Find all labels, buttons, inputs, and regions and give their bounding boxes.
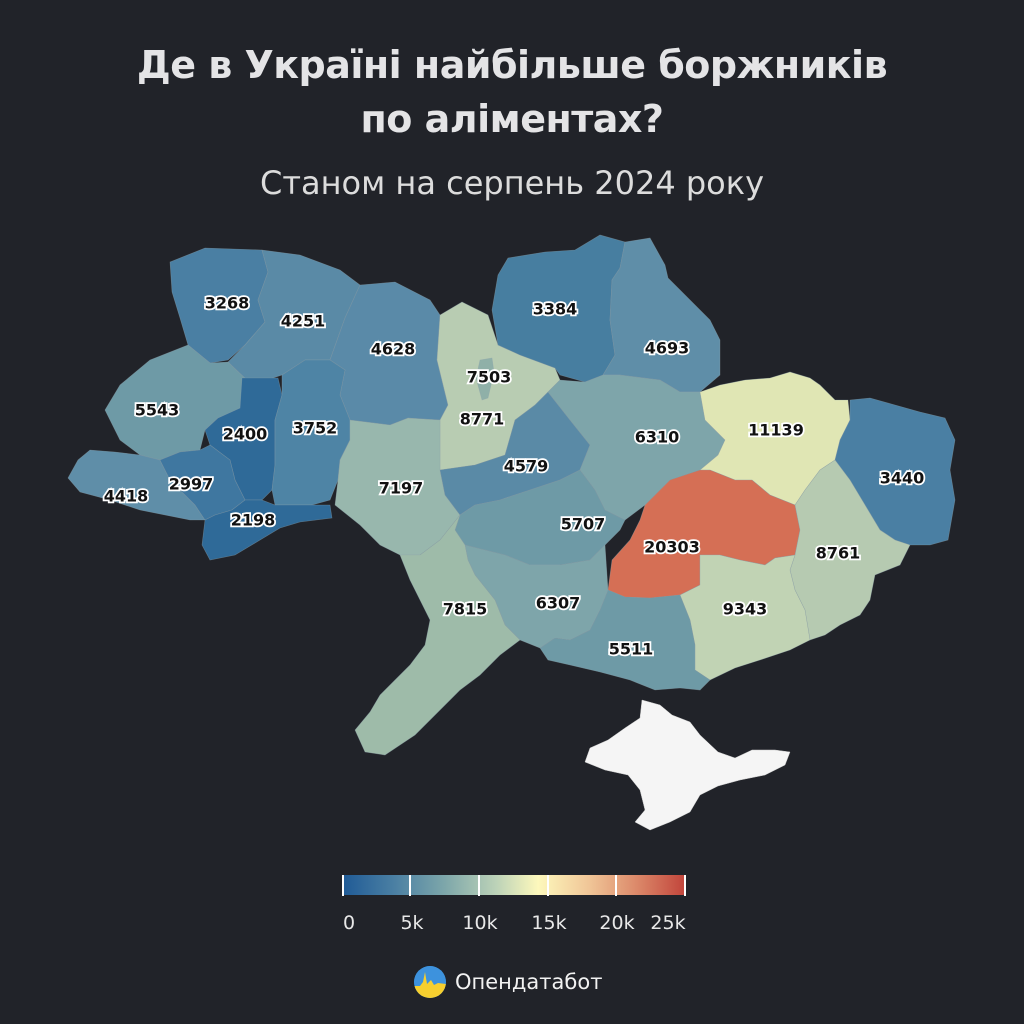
- label-mykolaiv: 6307: [536, 594, 581, 613]
- label-kherson: 5511: [609, 640, 654, 659]
- label-zhytomyr: 4628: [371, 340, 416, 359]
- legend-tick-labels: 0 5k 10k 15k 20k 25k: [330, 912, 700, 938]
- label-odesa: 7815: [443, 600, 488, 619]
- region-kyiv-city[interactable]: [475, 357, 495, 401]
- label-ivano-frankivsk: 2997: [169, 475, 214, 494]
- label-rivne: 4251: [281, 312, 326, 331]
- label-vinnytsia: 7197: [379, 479, 424, 498]
- legend-tick: [684, 875, 686, 896]
- label-zaporizhzhia: 9343: [723, 600, 768, 619]
- chart-title: Де в Україні найбільше боржників по алім…: [0, 38, 1024, 146]
- legend-tick: [342, 875, 344, 896]
- legend-label-0: 0: [342, 912, 356, 934]
- label-zakarpattia: 4418: [104, 487, 149, 506]
- title-line-1: Де в Україні найбільше боржників: [136, 43, 888, 87]
- legend-tick: [615, 875, 617, 896]
- label-sumy: 4693: [645, 339, 690, 358]
- label-khmelnytskyi: 3752: [293, 419, 338, 438]
- color-scale-legend: [342, 875, 686, 896]
- region-chernivtsi[interactable]: [201, 499, 333, 561]
- brand-name: Опендатабот: [455, 970, 603, 994]
- label-lviv: 5543: [135, 401, 180, 420]
- label-dnipropetrovsk: 20303: [644, 538, 700, 557]
- label-kirovohrad: 5707: [561, 515, 606, 534]
- label-ternopil: 2400: [223, 425, 268, 444]
- legend-tick: [547, 875, 549, 896]
- legend-label-25k: 25k: [650, 912, 686, 934]
- label-donetsk: 8761: [816, 544, 861, 563]
- label-luhansk: 3440: [880, 469, 925, 488]
- legend-label-20k: 20k: [599, 912, 635, 934]
- legend-tick: [409, 875, 411, 896]
- brand: Опендатабот: [414, 966, 602, 998]
- chart-subtitle: Станом на серпень 2024 року: [259, 164, 765, 202]
- label-poltava: 6310: [635, 428, 680, 447]
- label-cherkasy: 4579: [504, 457, 549, 476]
- region-odesa[interactable]: [354, 514, 521, 756]
- label-volyn: 3268: [205, 294, 250, 313]
- legend-label-15k: 15k: [531, 912, 567, 934]
- label-kyiv-city: 7503: [467, 368, 512, 387]
- legend-tick: [478, 875, 480, 896]
- region-kherson[interactable]: [539, 589, 711, 691]
- title-line-2: по аліментах?: [360, 97, 664, 141]
- legend-label-10k: 10k: [462, 912, 498, 934]
- region-zakarpattia[interactable]: [67, 449, 206, 521]
- opendatabot-logo-icon: [414, 966, 446, 998]
- label-chernivtsi: 2198: [231, 511, 276, 530]
- label-chernihiv: 3384: [533, 300, 578, 319]
- label-kyiv-oblast: 8771: [460, 410, 505, 429]
- color-scale-bar: [342, 875, 686, 895]
- crimea-no-data: [584, 699, 791, 831]
- label-kharkiv: 11139: [748, 421, 804, 440]
- legend-label-5k: 5k: [400, 912, 424, 934]
